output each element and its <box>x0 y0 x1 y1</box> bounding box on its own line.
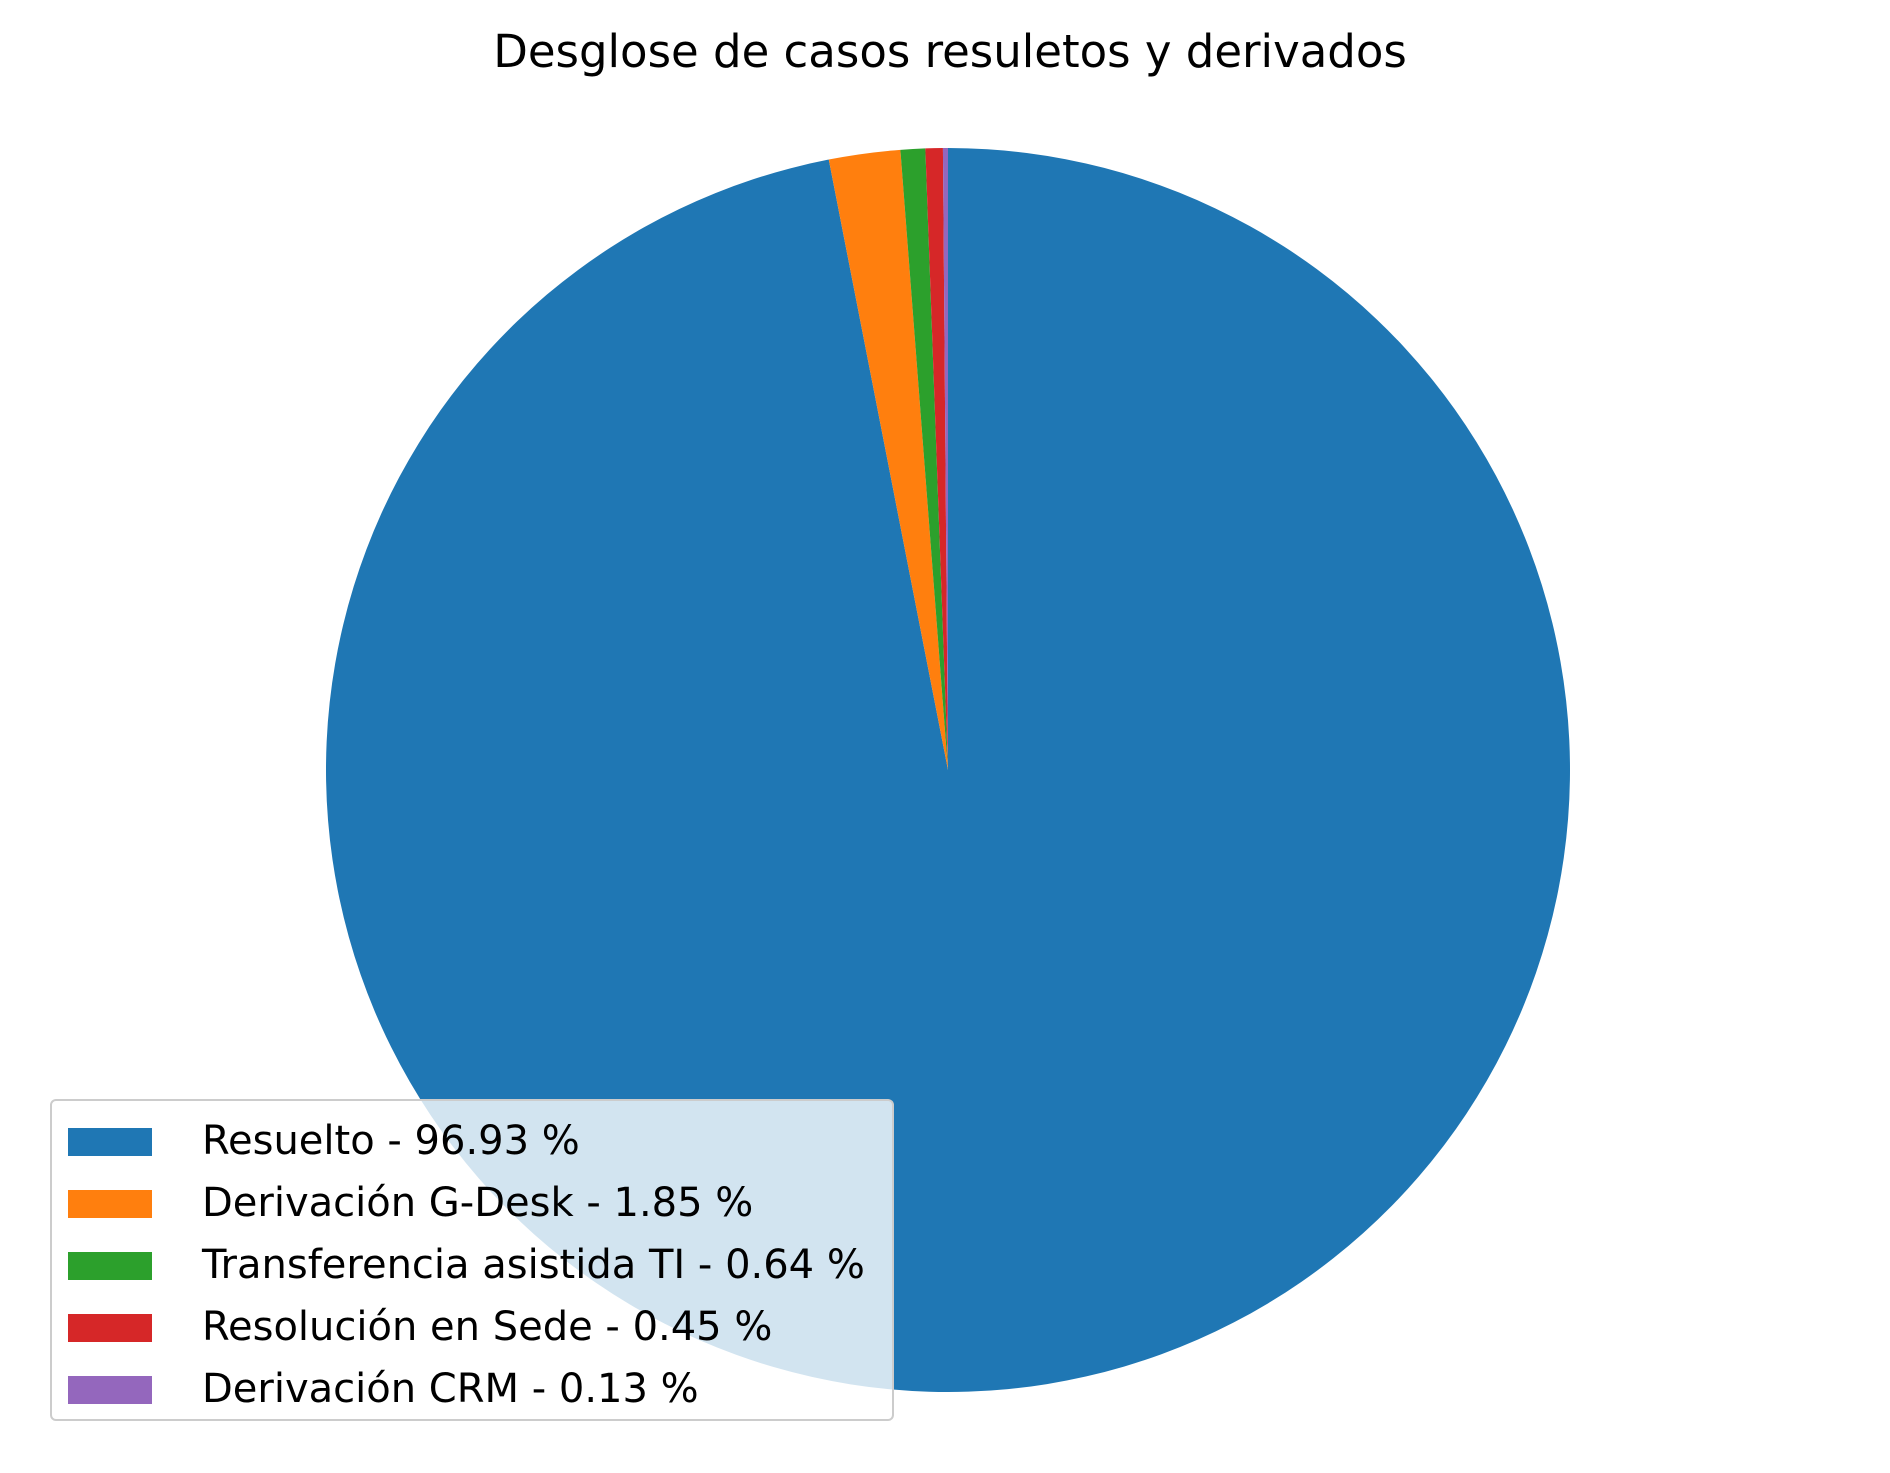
pie-slice-transferencia-asistida-ti <box>900 148 948 771</box>
legend-label: Derivación G-Desk - 1.85 % <box>202 1180 754 1226</box>
legend-item-resuelto: Resuelto - 96.93 % <box>68 1111 888 1171</box>
legend-label: Resolución en Sede - 0.45 % <box>202 1304 773 1350</box>
legend-item-derivacion-crm: Derivación CRM - 0.13 % <box>68 1359 888 1419</box>
legend-item-derivacion-g-desk: Derivación G-Desk - 1.85 % <box>68 1173 888 1233</box>
legend-swatch <box>68 1128 152 1156</box>
legend-label: Resuelto - 96.93 % <box>202 1118 580 1164</box>
legend-swatch <box>68 1190 152 1218</box>
chart-title: Desglose de casos resuletos y derivados <box>493 25 1407 78</box>
legend-swatch <box>68 1314 152 1342</box>
pie-slice-resolucion-en-sede <box>925 148 948 770</box>
pie-slice-resuelto <box>325 148 1571 1392</box>
pie-slice-derivacion-crm <box>942 148 948 770</box>
legend-label: Transferencia asistida TI - 0.64 % <box>202 1242 865 1288</box>
pie-slice-derivacion-g-desk <box>828 149 948 770</box>
pie-slices <box>325 148 1571 1392</box>
legend-swatch <box>68 1376 152 1404</box>
legend-label: Derivación CRM - 0.13 % <box>202 1366 699 1412</box>
legend-item-transferencia-asistida-ti: Transferencia asistida TI - 0.64 % <box>68 1235 888 1295</box>
legend: Resuelto - 96.93 % Derivación G-Desk - 1… <box>50 1099 894 1421</box>
legend-item-resolucion-en-sede: Resolución en Sede - 0.45 % <box>68 1297 888 1357</box>
legend-swatch <box>68 1252 152 1280</box>
